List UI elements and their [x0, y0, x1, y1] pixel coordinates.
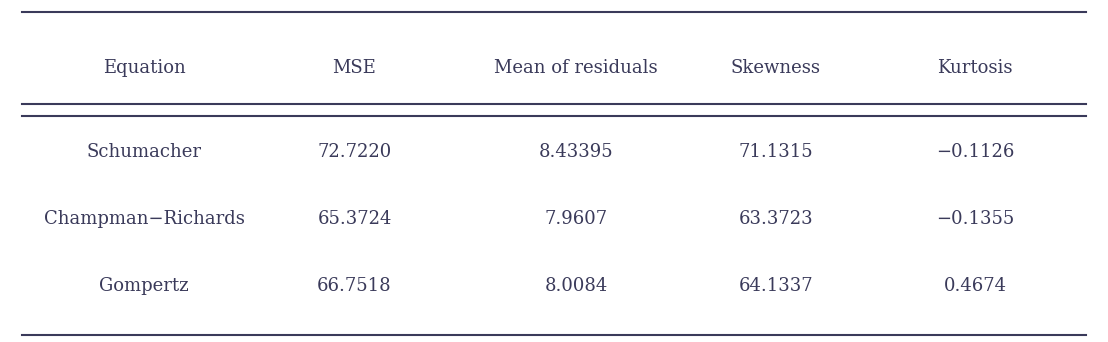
Text: Kurtosis: Kurtosis: [937, 60, 1013, 77]
Text: 63.3723: 63.3723: [738, 210, 813, 228]
Text: Champman−Richards: Champman−Richards: [43, 210, 245, 228]
Text: 65.3724: 65.3724: [317, 210, 392, 228]
Text: 64.1337: 64.1337: [738, 277, 813, 294]
Text: MSE: MSE: [332, 60, 377, 77]
Text: 71.1315: 71.1315: [738, 143, 813, 161]
Text: 8.0084: 8.0084: [544, 277, 608, 294]
Text: −0.1355: −0.1355: [936, 210, 1014, 228]
Text: Gompertz: Gompertz: [100, 277, 188, 294]
Text: 8.43395: 8.43395: [538, 143, 614, 161]
Text: Schumacher: Schumacher: [86, 143, 202, 161]
Text: 0.4674: 0.4674: [944, 277, 1006, 294]
Text: Skewness: Skewness: [730, 60, 821, 77]
Text: Equation: Equation: [103, 60, 185, 77]
Text: −0.1126: −0.1126: [936, 143, 1014, 161]
Text: 72.7220: 72.7220: [317, 143, 392, 161]
Text: 66.7518: 66.7518: [317, 277, 392, 294]
Text: Mean of residuals: Mean of residuals: [494, 60, 658, 77]
Text: 7.9607: 7.9607: [545, 210, 607, 228]
